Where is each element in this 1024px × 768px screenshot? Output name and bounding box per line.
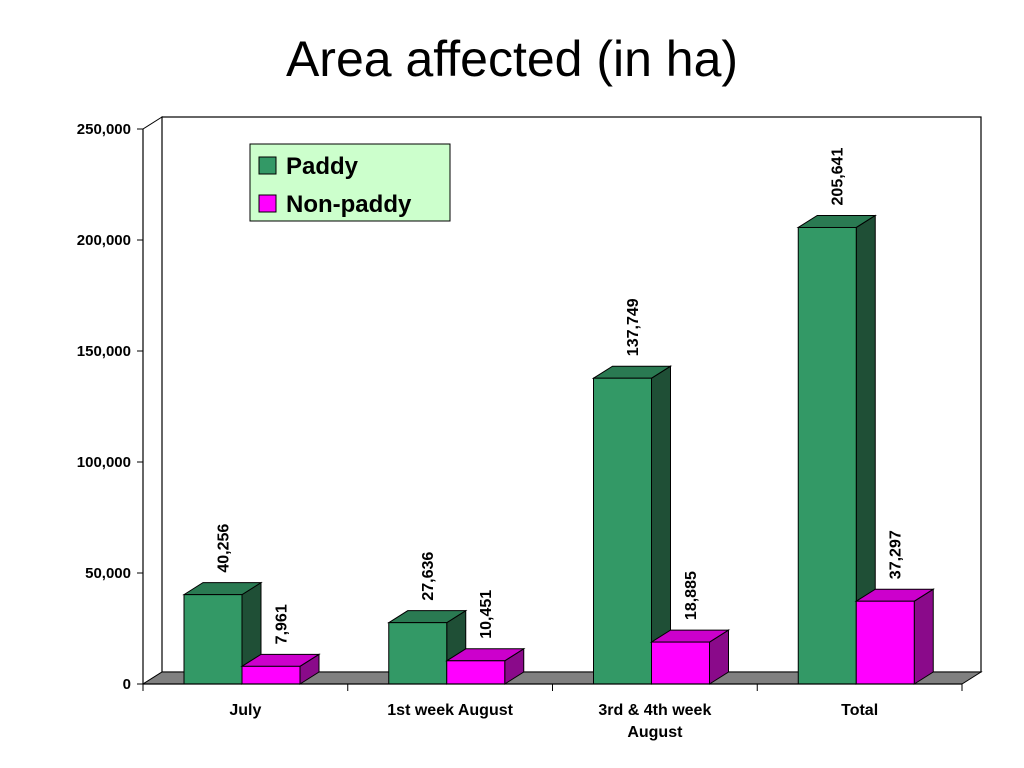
axes: 0 50,000 100,000 150,000 200,000 250,000 July 1… bbox=[77, 121, 963, 741]
bar bbox=[855, 600, 915, 685]
legend-label: Non-paddy bbox=[286, 191, 412, 218]
bar bbox=[446, 660, 506, 685]
chart-title: Area affected (in ha) bbox=[285, 31, 739, 87]
x-tick-label: Total bbox=[841, 702, 878, 719]
y-tick-label: 200,000 bbox=[77, 232, 131, 249]
legend-box bbox=[249, 143, 451, 222]
data-label: 7,961 bbox=[274, 604, 291, 644]
legend-swatch bbox=[258, 194, 277, 213]
y-tick-label: 150,000 bbox=[77, 343, 131, 360]
y-tick-label: 0 bbox=[123, 676, 131, 693]
y-tick-label: 100,000 bbox=[77, 454, 131, 471]
data-label: 137,749 bbox=[625, 298, 642, 356]
x-tick-label: 1st week August bbox=[387, 702, 513, 719]
data-labels: 40,256 7,961 27,636 10,451 137,749 18,885 205,… bbox=[216, 148, 905, 645]
bar-side bbox=[913, 588, 934, 685]
bars bbox=[182, 214, 935, 685]
data-label: 205,641 bbox=[830, 148, 847, 206]
bar bbox=[651, 641, 710, 685]
bar bbox=[388, 622, 448, 685]
data-label: 37,297 bbox=[888, 530, 905, 579]
data-label: 18,885 bbox=[683, 571, 700, 620]
y-tick-label: 250,000 bbox=[77, 121, 131, 138]
legend: Paddy Non-paddy bbox=[249, 143, 451, 222]
data-label: 10,451 bbox=[478, 590, 495, 639]
bar bbox=[593, 377, 652, 685]
y-tick-label: 50,000 bbox=[85, 565, 131, 582]
bar bbox=[797, 226, 857, 685]
legend-label: Paddy bbox=[286, 153, 359, 180]
x-tick-label: August bbox=[627, 724, 683, 741]
x-tick-label: July bbox=[229, 702, 261, 719]
x-tick-label: 3rd & 4th week bbox=[598, 702, 711, 719]
data-label: 40,256 bbox=[216, 524, 233, 573]
data-label: 27,636 bbox=[420, 552, 437, 601]
legend-swatch bbox=[258, 156, 277, 175]
bar bbox=[183, 594, 243, 685]
side-wall bbox=[142, 116, 163, 685]
bar bbox=[241, 665, 301, 685]
